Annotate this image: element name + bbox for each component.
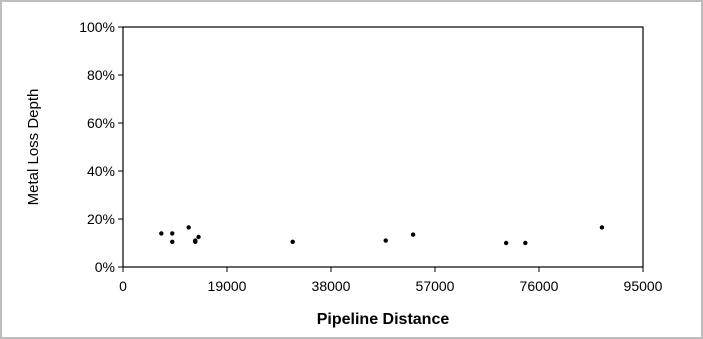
y-tick-label: 0% (95, 259, 115, 275)
axis-ticks (118, 26, 644, 272)
y-axis-title: Metal Loss Depth (25, 89, 42, 206)
data-point (523, 240, 528, 246)
data-point (193, 239, 198, 244)
y-tick-label: 100% (79, 19, 115, 35)
y-tick-label: 20% (87, 211, 115, 227)
x-tick-label: 95000 (624, 278, 663, 294)
data-point (170, 239, 175, 244)
data-point (599, 225, 605, 230)
x-tick-label: 19000 (208, 278, 247, 294)
data-point (196, 234, 201, 240)
x-tick-label: 0 (119, 278, 127, 294)
data-point (170, 231, 175, 236)
data-point (410, 232, 416, 237)
data-point (383, 238, 388, 243)
data-points (159, 225, 605, 246)
data-point (290, 239, 295, 244)
data-point (503, 240, 509, 246)
x-axis-title: Pipeline Distance (317, 311, 450, 328)
plot-area (122, 26, 644, 268)
x-tick-label: 38000 (312, 278, 351, 294)
y-tick-label: 40% (87, 163, 115, 179)
x-tick-label: 57000 (416, 278, 455, 294)
y-tick-label: 60% (87, 115, 115, 131)
data-point (186, 225, 191, 230)
x-tick-label: 76000 (520, 278, 559, 294)
data-point (159, 231, 164, 236)
y-tick-label: 80% (87, 67, 115, 83)
tick-labels: 0% 20% 40% 60% 80% 100% 0 19000 38000 57000 76000 9… (79, 19, 662, 294)
